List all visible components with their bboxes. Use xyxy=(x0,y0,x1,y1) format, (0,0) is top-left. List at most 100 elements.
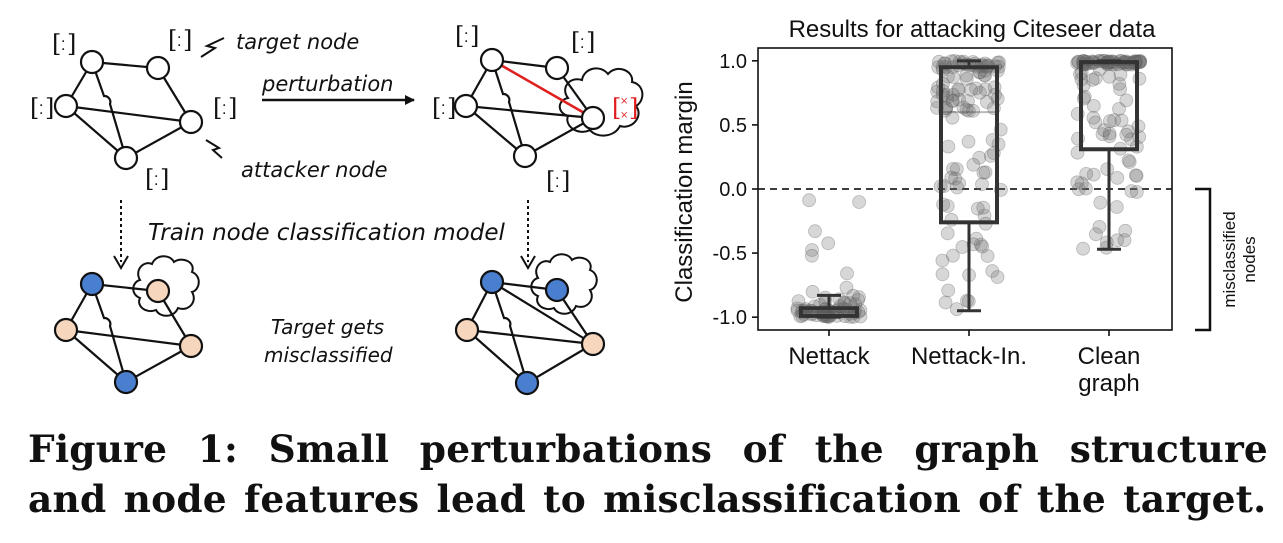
strip-point xyxy=(952,92,966,107)
strip-point xyxy=(949,302,964,317)
strip-point xyxy=(964,82,978,97)
svg-text:[: [ xyxy=(455,22,464,50)
strip-point xyxy=(1122,155,1137,169)
strip-point xyxy=(1107,113,1121,128)
strip-point xyxy=(1121,124,1136,139)
y-tick-label: -0.5 xyxy=(713,243,747,265)
classified-perturbed-nodes xyxy=(454,269,606,396)
y-axis-ticks: -1.0 -0.5 0.0 0.5 1.0 xyxy=(713,51,758,329)
strip-point xyxy=(941,139,956,154)
strip-point xyxy=(961,94,975,108)
y-tick-label: -1.0 xyxy=(713,307,747,329)
attack-diagram: [··] [··] [··] [··] [··] target node att… xyxy=(30,22,644,396)
svg-text:·: · xyxy=(177,30,181,46)
strip-point xyxy=(1102,129,1117,144)
svg-text:]: ] xyxy=(561,167,570,195)
svg-text:·: · xyxy=(39,98,43,114)
strip-point xyxy=(960,293,974,308)
target-gets-label: Target gets xyxy=(271,315,384,339)
svg-text:·: · xyxy=(154,169,158,185)
iqr-box xyxy=(799,306,859,318)
svg-text:[: [ xyxy=(546,167,555,195)
lightning-icon xyxy=(200,37,225,159)
strip-point xyxy=(1088,115,1103,130)
svg-text:·: · xyxy=(177,38,181,54)
y-tick-label: 1.0 xyxy=(719,51,747,73)
svg-text:]: ] xyxy=(45,94,54,122)
svg-text:·: · xyxy=(464,26,468,42)
strip-point xyxy=(1071,182,1086,197)
strip-point xyxy=(940,226,955,241)
x-tick-label: graph xyxy=(1078,370,1139,397)
misclassified-label: misclassified xyxy=(264,343,393,367)
margin-boxplot-chart: Results for attacking Citeseer data Clas… xyxy=(671,16,1259,397)
strip-point xyxy=(1112,77,1127,91)
strip-point xyxy=(805,243,819,257)
svg-text:]: ] xyxy=(586,28,595,56)
strip-point xyxy=(945,93,960,108)
svg-text:×: × xyxy=(620,110,628,121)
x-tick-label: Nettack xyxy=(788,343,870,370)
svg-text:[: [ xyxy=(30,94,39,122)
strip-point xyxy=(1119,127,1134,142)
strip-point xyxy=(951,83,966,98)
svg-text:·: · xyxy=(441,106,445,122)
strip-point xyxy=(1089,227,1103,242)
bracket-label: nodes xyxy=(1240,236,1259,282)
strip-point xyxy=(932,54,946,69)
strip-point xyxy=(1129,185,1144,199)
clean-graph-feature-vectors: [··] [··] [··] [··] [··] xyxy=(30,26,237,193)
bracket-line xyxy=(1195,187,1212,332)
strip-point xyxy=(946,248,960,263)
strip-point xyxy=(802,193,816,208)
strip-point xyxy=(846,288,861,303)
strip-point xyxy=(976,165,991,180)
svg-text:[: [ xyxy=(213,94,222,122)
svg-text:·: · xyxy=(580,40,584,56)
svg-text:·: · xyxy=(154,177,158,193)
strip-point xyxy=(951,82,966,97)
strip-point xyxy=(852,290,866,305)
svg-text:·: · xyxy=(580,32,584,48)
strip-point xyxy=(972,150,987,165)
strip-point xyxy=(1097,123,1112,138)
attacker-node-label: attacker node xyxy=(241,158,388,182)
strip-point xyxy=(1110,233,1125,248)
strip-point xyxy=(1074,176,1089,191)
svg-text:]: ] xyxy=(447,94,456,122)
svg-text:·: · xyxy=(222,106,226,122)
svg-text:[: [ xyxy=(432,94,441,122)
misclassified-bracket: misclassified nodes xyxy=(1195,187,1259,332)
svg-text:·: · xyxy=(464,34,468,50)
y-tick-label: 0.5 xyxy=(719,115,747,137)
box-clean-graph xyxy=(1079,59,1139,251)
box-nettack xyxy=(799,293,859,319)
perturbed-graph-feature-vectors: [··] [··] [··] [··] xyxy=(432,22,595,195)
strip-point xyxy=(961,103,976,118)
box-nettack-in- xyxy=(939,59,999,313)
strip-point xyxy=(1110,170,1125,185)
bracket-label: misclassified xyxy=(1220,211,1239,307)
train-model-label: Train node classification model xyxy=(148,220,505,246)
strip-point xyxy=(1076,241,1090,256)
perturbed-feature-vector: [ × × ] xyxy=(612,94,638,122)
strip-point xyxy=(980,249,995,263)
strip-point xyxy=(1103,114,1117,129)
svg-text:[: [ xyxy=(52,30,61,58)
strip-point xyxy=(1085,73,1100,87)
strip-point xyxy=(985,264,1000,278)
strip-point xyxy=(1112,102,1126,116)
strip-point xyxy=(956,100,971,115)
clean-graph-nodes xyxy=(53,49,204,171)
strip-point xyxy=(1114,113,1129,128)
strip-point xyxy=(805,248,819,263)
svg-text:[: [ xyxy=(168,26,177,54)
svg-text:·: · xyxy=(61,34,65,50)
strip-point xyxy=(945,110,960,125)
svg-text:[: [ xyxy=(571,28,580,56)
svg-text:·: · xyxy=(39,106,43,122)
strip-point xyxy=(1086,167,1101,182)
strip-point xyxy=(970,201,985,216)
strip-point xyxy=(944,212,959,227)
